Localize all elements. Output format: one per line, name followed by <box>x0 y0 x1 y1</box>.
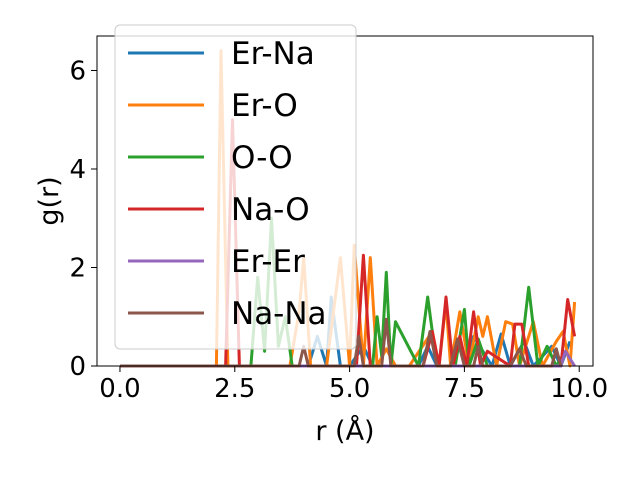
x-axis-label: r (Å) <box>315 415 374 447</box>
legend-label-er-na: Er-Na <box>231 36 315 72</box>
legend-label-er-er: Er-Er <box>231 244 305 280</box>
x-tick-label: 5.0 <box>329 374 370 404</box>
y-axis-label: g(r) <box>34 176 65 225</box>
y-axis: 0 2 4 6 <box>69 56 97 382</box>
legend-label-o-o: O-O <box>231 140 293 176</box>
x-tick-label: 0.0 <box>99 374 140 404</box>
x-tick-label: 10.0 <box>550 374 608 404</box>
y-tick-label: 6 <box>69 56 86 86</box>
x-axis: 0.0 2.5 5.0 7.5 10.0 <box>99 366 608 404</box>
legend: Er-Na Er-O O-O Na-O Er-Er Na-Na <box>114 24 357 350</box>
legend-label-er-o: Er-O <box>231 88 298 124</box>
x-tick-label: 7.5 <box>444 374 485 404</box>
y-tick-label: 2 <box>69 253 86 283</box>
legend-label-na-na: Na-Na <box>231 296 327 332</box>
x-tick-label: 2.5 <box>214 374 255 404</box>
legend-label-na-o: Na-O <box>231 192 310 228</box>
y-tick-label: 0 <box>69 352 86 382</box>
y-tick-label: 4 <box>69 155 86 185</box>
